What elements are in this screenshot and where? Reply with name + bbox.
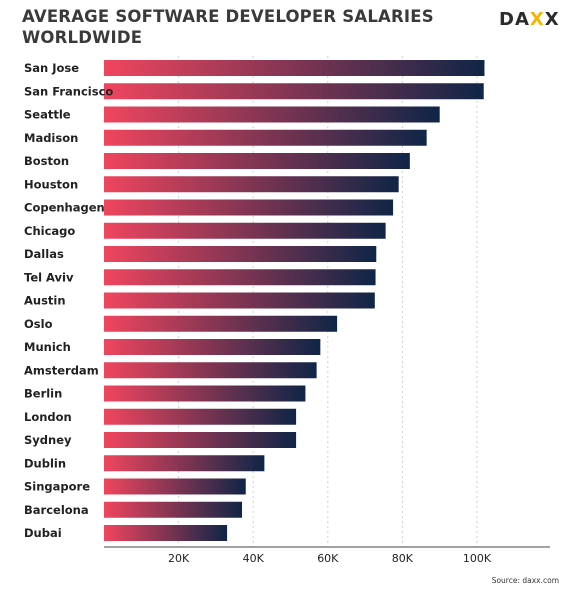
category-label-copenhagen: Copenhagen bbox=[24, 201, 105, 215]
bar-boston bbox=[104, 153, 410, 169]
bar-berlin bbox=[104, 385, 306, 402]
bar-chicago bbox=[104, 222, 386, 239]
category-label-dublin: Dublin bbox=[24, 456, 66, 470]
bar-sydney bbox=[104, 432, 297, 448]
category-label-london: London bbox=[24, 410, 72, 424]
logo-text-left: DA bbox=[499, 9, 530, 30]
category-label-san-francisco: San Francisco bbox=[24, 84, 113, 98]
category-label-chicago: Chicago bbox=[24, 224, 75, 238]
category-label-boston: Boston bbox=[24, 154, 69, 168]
bar-barcelona bbox=[104, 501, 243, 518]
bar-oslo bbox=[104, 315, 338, 332]
category-label-amsterdam: Amsterdam bbox=[24, 363, 99, 377]
bar-dubai bbox=[104, 525, 228, 541]
category-label-tel-aviv: Tel Aviv bbox=[24, 270, 74, 284]
chart-title-line-1: AVERAGE SOFTWARE DEVELOPER SALARIES bbox=[22, 7, 434, 26]
x-axis: 20K 40K 60K 80K 100K bbox=[104, 546, 550, 565]
category-label-barcelona: Barcelona bbox=[24, 503, 89, 517]
bar-dallas bbox=[104, 246, 377, 262]
bar-london bbox=[104, 408, 297, 425]
category-labels: San Jose San Francisco Seattle Madison Bosto… bbox=[24, 61, 113, 540]
bars bbox=[104, 60, 485, 541]
category-label-munich: Munich bbox=[24, 340, 71, 354]
logo-accent-letter: X bbox=[529, 9, 545, 30]
x-tick-label-60k: 60K bbox=[317, 552, 339, 565]
x-tick-label-80k: 80K bbox=[392, 552, 414, 565]
logo-text-right: X bbox=[544, 9, 560, 30]
bar-san-jose bbox=[104, 60, 485, 76]
bar-singapore bbox=[104, 478, 246, 495]
category-label-sydney: Sydney bbox=[24, 433, 72, 447]
daxx-logo: DAXX bbox=[499, 9, 560, 30]
bar-san-francisco bbox=[104, 83, 484, 100]
bar-madison bbox=[104, 129, 427, 146]
category-label-singapore: Singapore bbox=[24, 480, 90, 494]
category-label-oslo: Oslo bbox=[24, 317, 53, 331]
category-label-austin: Austin bbox=[24, 294, 66, 308]
category-label-madison: Madison bbox=[24, 131, 78, 145]
bar-houston bbox=[104, 176, 399, 193]
bar-amsterdam bbox=[104, 362, 317, 379]
bar-copenhagen bbox=[104, 199, 394, 216]
category-label-dallas: Dallas bbox=[24, 247, 64, 261]
bar-tel-aviv bbox=[104, 269, 376, 286]
bar-austin bbox=[104, 292, 375, 309]
source-note: Source: daxx.com bbox=[491, 576, 559, 585]
category-label-san-jose: San Jose bbox=[24, 61, 79, 75]
category-label-seattle: Seattle bbox=[24, 108, 71, 122]
bar-seattle bbox=[104, 106, 440, 123]
category-label-houston: Houston bbox=[24, 177, 78, 191]
category-label-berlin: Berlin bbox=[24, 387, 62, 401]
chart-title-line-2: WORLDWIDE bbox=[22, 28, 143, 47]
x-tick-label-40k: 40K bbox=[243, 552, 265, 565]
bar-munich bbox=[104, 339, 321, 355]
x-tick-label-100k: 100K bbox=[463, 552, 492, 565]
x-tick-label-20k: 20K bbox=[168, 552, 190, 565]
category-label-dubai: Dubai bbox=[24, 526, 62, 540]
bar-dublin bbox=[104, 455, 265, 472]
